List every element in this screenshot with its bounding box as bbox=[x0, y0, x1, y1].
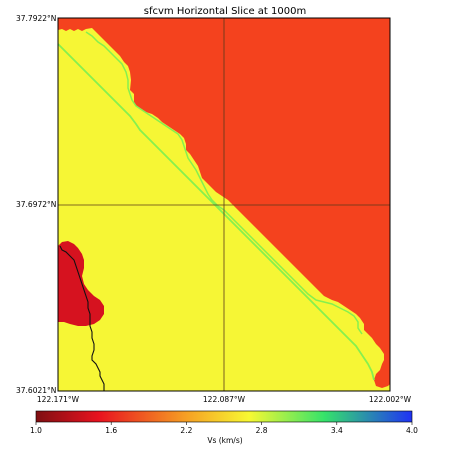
colorbar-tick-label: 1.0 bbox=[30, 426, 42, 435]
latitude-label-top: 37.7922°N bbox=[16, 14, 57, 23]
map-frame bbox=[57, 17, 391, 392]
map-title: sfcvm Horizontal Slice at 1000m bbox=[143, 6, 307, 17]
latitude-label-bottom: 37.6021°N bbox=[16, 386, 57, 395]
longitude-label-middle: 122.087°W bbox=[202, 395, 246, 404]
colorbar-tick-label: 3.4 bbox=[330, 426, 343, 435]
colorbar-tick-label: 4.0 bbox=[406, 426, 418, 435]
colorbar-tick-label: 1.6 bbox=[105, 426, 118, 435]
colorbar-ticks bbox=[35, 422, 413, 425]
colorbar-tick-label: 2.8 bbox=[255, 426, 268, 435]
colorbar-tick-label: 2.2 bbox=[180, 426, 193, 435]
dark-red-region bbox=[58, 241, 104, 326]
longitude-label-left: 122.171°W bbox=[36, 395, 80, 404]
green-contour bbox=[85, 31, 363, 335]
red-region bbox=[58, 18, 390, 388]
colorbar bbox=[35, 410, 413, 423]
longitude-label-right: 122.002°W bbox=[368, 395, 412, 404]
latitude-label-middle: 37.6972°N bbox=[16, 200, 57, 209]
colorbar-label: Vs (km/s) bbox=[207, 436, 243, 445]
coastline bbox=[59, 245, 105, 391]
